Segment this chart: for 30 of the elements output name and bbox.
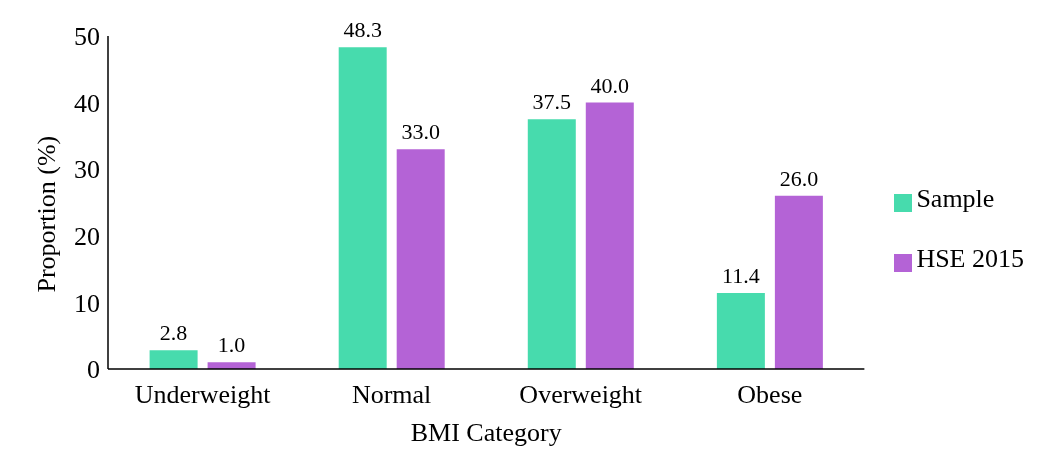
data-label: 33.0 (401, 119, 440, 145)
data-label: 2.8 (159, 320, 188, 346)
x-tick-label: Underweight (134, 380, 272, 410)
data-label: 11.4 (722, 263, 760, 289)
data-label: 1.0 (217, 332, 246, 358)
bar (527, 119, 576, 369)
x-tick-label: Overweight (519, 380, 643, 410)
bar (149, 350, 198, 369)
data-label: 26.0 (779, 165, 819, 191)
bar (338, 47, 387, 369)
data-label: 37.5 (532, 89, 572, 115)
y-tick-label: 10 (74, 288, 100, 318)
x-tick-label: Obese (737, 380, 803, 410)
bar (396, 149, 445, 369)
y-tick-label: 0 (87, 355, 100, 385)
x-axis-title: BMI Category (410, 418, 562, 447)
bar (774, 195, 823, 369)
data-label: 48.3 (343, 17, 382, 43)
bar (716, 293, 765, 369)
y-tick-label: 30 (74, 155, 100, 185)
bar (585, 102, 634, 369)
x-tick-label: Normal (351, 380, 432, 410)
legend-label: Sample (916, 183, 995, 213)
y-tick-label: 20 (74, 222, 100, 252)
y-tick-label: 50 (74, 22, 100, 52)
y-axis-title: Proportion (%) (32, 135, 62, 293)
legend-label: HSE 2015 (916, 243, 1024, 273)
bar (207, 362, 256, 369)
data-label: 40.0 (590, 72, 630, 98)
y-tick-label: 40 (74, 88, 100, 118)
